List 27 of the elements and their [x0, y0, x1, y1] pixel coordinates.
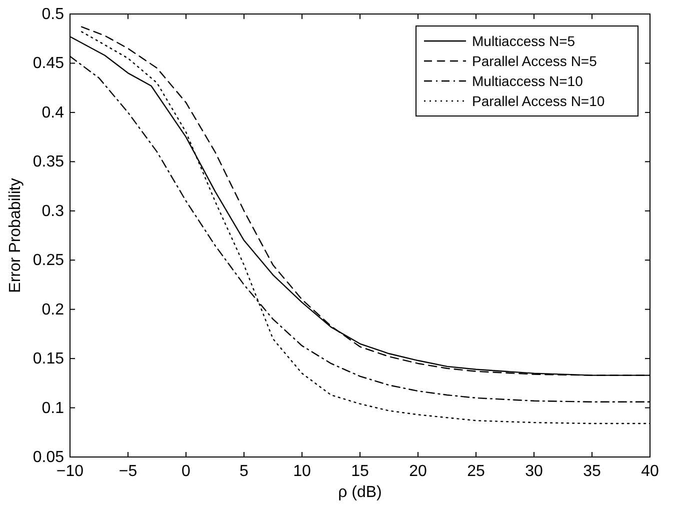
y-tick-label: 0.3 — [42, 202, 64, 220]
x-tick-label: 10 — [293, 463, 311, 480]
y-tick-label: 0.2 — [42, 301, 64, 318]
y-tick-label: 0.35 — [32, 154, 64, 171]
y-tick-label: 0.5 — [42, 6, 64, 23]
y-tick-label: 0.45 — [32, 55, 64, 72]
x-tick-label: 0 — [182, 463, 191, 480]
x-tick-label: 35 — [583, 463, 601, 480]
legend-label: Parallel Access N=5 — [472, 53, 598, 69]
y-tick-label: 0.05 — [32, 449, 64, 466]
y-axis-title: Error Probability — [7, 178, 24, 293]
legend-label: Parallel Access N=10 — [472, 93, 605, 109]
x-tick-label: 25 — [467, 463, 485, 480]
x-tick-label: −5 — [118, 463, 138, 480]
y-tick-label: 0.15 — [32, 350, 64, 368]
x-tick-label: 5 — [240, 463, 249, 480]
x-tick-label: 30 — [525, 463, 543, 480]
y-tick-label: 0.4 — [42, 104, 64, 122]
x-tick-label: −10 — [56, 463, 84, 480]
legend-label: Multiaccess N=5 — [472, 33, 576, 49]
legend-label: Multiaccess N=10 — [472, 73, 584, 89]
x-axis-title: ρ (dB) — [338, 484, 382, 501]
x-tick-label: 40 — [641, 463, 659, 480]
x-tick-label: 15 — [351, 463, 369, 480]
x-tick-label: 20 — [409, 463, 427, 480]
y-tick-label: 0.25 — [32, 252, 64, 270]
y-tick-label: 0.1 — [42, 400, 64, 417]
